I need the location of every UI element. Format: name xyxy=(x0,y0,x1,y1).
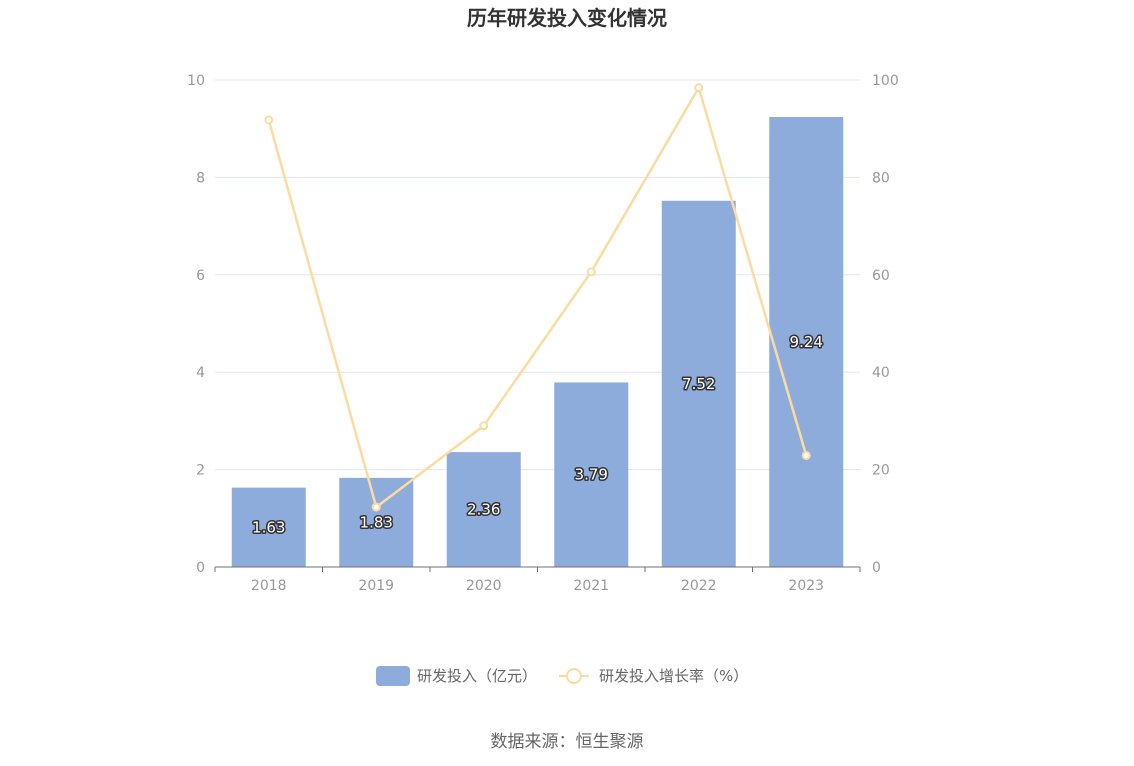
legend-bar-label[interactable]: 研发投入（亿元） xyxy=(417,667,537,685)
y-left-tick-label: 10 xyxy=(187,73,205,89)
growth-point[interactable] xyxy=(264,115,274,125)
y-right-tick-label: 100 xyxy=(872,73,899,89)
legend-bar-swatch[interactable] xyxy=(376,666,410,686)
y-left-tick-label: 0 xyxy=(196,560,205,576)
y-left-tick-label: 6 xyxy=(196,268,205,284)
bars xyxy=(231,117,844,568)
growth-point[interactable] xyxy=(479,421,489,431)
bar[interactable] xyxy=(339,477,414,567)
y-left-tick-label: 4 xyxy=(196,365,205,381)
bar-value-label: 7.52 xyxy=(682,375,715,393)
growth-line-path xyxy=(267,84,808,510)
data-source: 数据来源：恒生聚源 xyxy=(491,732,644,752)
y-left-tick-label: 8 xyxy=(196,170,205,186)
bar[interactable] xyxy=(231,487,306,567)
x-tick-label: 2023 xyxy=(788,578,824,594)
y-right-tick-label: 80 xyxy=(872,170,890,186)
growth-line xyxy=(264,83,811,512)
bar-value-label: 3.79 xyxy=(575,466,608,484)
legend-line-label[interactable]: 研发投入增长率（%） xyxy=(599,667,748,685)
grid xyxy=(215,79,860,471)
bar[interactable] xyxy=(769,117,844,568)
y-right-tick-label: 60 xyxy=(872,268,890,284)
bar[interactable] xyxy=(661,200,736,567)
bar[interactable] xyxy=(446,452,521,567)
bar-value-label: 9.24 xyxy=(790,333,823,351)
y-axis-left: 0 2 4 6 8 10 xyxy=(187,73,205,576)
y-right-tick-label: 20 xyxy=(872,463,890,479)
bar-labels: 1.63 1.83 2.36 3.79 7.52 9.24 xyxy=(251,332,825,538)
growth-point[interactable] xyxy=(801,450,811,460)
x-tick-label: 2021 xyxy=(573,578,609,594)
y-left-tick-label: 2 xyxy=(196,463,205,479)
bar-value-label: 1.63 xyxy=(252,518,285,536)
legend[interactable]: 研发投入（亿元） 研发投入增长率（%） xyxy=(376,666,748,686)
bar-value-label: 2.36 xyxy=(467,501,500,519)
x-tick-label: 2020 xyxy=(466,578,502,594)
y-axis-right: 0 20 40 60 80 100 xyxy=(872,73,899,576)
growth-point[interactable] xyxy=(694,83,704,93)
chart-title: 历年研发投入变化情况 xyxy=(467,6,667,30)
legend-line-swatch[interactable] xyxy=(559,668,589,684)
x-axis: 2018 2019 2020 2021 2022 2023 xyxy=(214,566,861,594)
bar-value-label: 1.83 xyxy=(360,513,393,531)
x-tick-label: 2019 xyxy=(358,578,394,594)
x-tick-label: 2022 xyxy=(681,578,717,594)
growth-point[interactable] xyxy=(586,267,596,277)
y-right-tick-label: 40 xyxy=(872,365,890,381)
growth-point[interactable] xyxy=(371,502,381,512)
bar[interactable] xyxy=(554,382,629,567)
x-tick-label: 2018 xyxy=(251,578,287,594)
y-right-tick-label: 0 xyxy=(872,560,881,576)
